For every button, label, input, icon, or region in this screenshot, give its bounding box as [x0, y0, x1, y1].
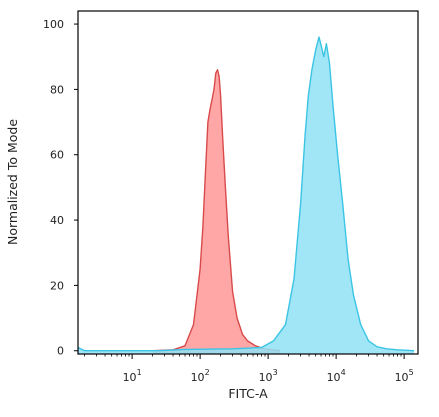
x-tick-label: 103: [259, 368, 278, 384]
y-tick-label: 0: [57, 345, 64, 358]
x-axis-ticks: 101 102 103 104 105: [84, 354, 414, 384]
histogram-fill-2: [78, 37, 415, 354]
histogram-outline-2: [77, 36, 415, 352]
y-axis-ticks: 0 20 40 60 80 100: [43, 18, 78, 358]
y-tick-label: 40: [50, 214, 64, 227]
histogram-outline-1: [152, 69, 281, 352]
x-tick-label: 105: [395, 368, 414, 384]
x-tick-label: 102: [191, 368, 210, 384]
x-tick-label: 104: [327, 368, 346, 384]
x-axis-label: FITC-A: [228, 386, 268, 401]
plot-background: [78, 11, 418, 354]
y-tick-label: 20: [50, 279, 64, 292]
y-tick-label: 80: [50, 83, 64, 96]
histogram-fill-1: [152, 69, 281, 355]
y-axis-label: Normalized To Mode: [5, 119, 20, 245]
plot-area: [77, 10, 419, 355]
x-tick-label: 101: [123, 368, 142, 384]
y-tick-label: 100: [43, 18, 64, 31]
y-tick-label: 60: [50, 149, 64, 162]
